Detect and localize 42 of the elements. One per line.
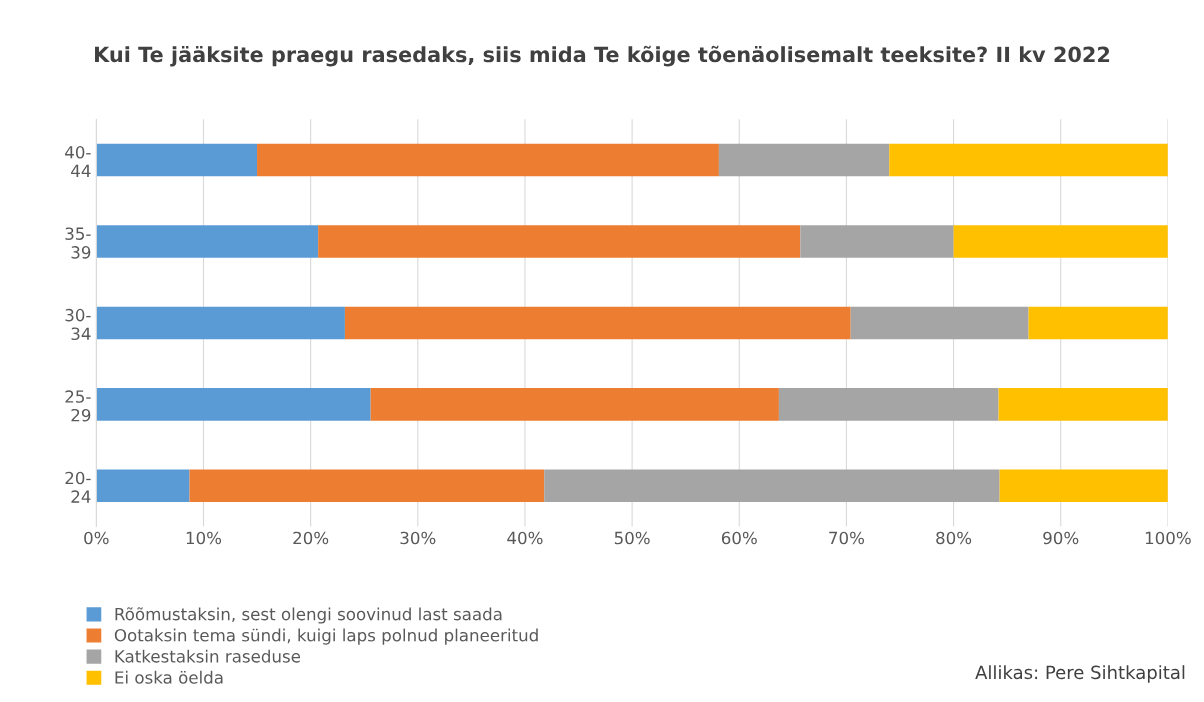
bar xyxy=(850,306,1029,340)
x-tick-label: 80% xyxy=(936,531,972,545)
bar xyxy=(1028,306,1168,340)
legend-label: Ei oska öelda xyxy=(115,670,223,684)
x-tick-label: 90% xyxy=(1043,531,1079,545)
bar xyxy=(998,388,1168,421)
y-tick-label: 25-29 xyxy=(65,390,91,422)
bar xyxy=(999,469,1168,503)
x-tick-label: 20% xyxy=(293,531,329,545)
bar xyxy=(96,143,258,177)
bar xyxy=(544,469,1000,503)
bar xyxy=(96,388,371,421)
x-tick-label: 10% xyxy=(186,531,222,545)
bar xyxy=(96,306,345,340)
bar xyxy=(718,143,890,177)
bar xyxy=(953,225,1168,258)
text: Allikas: Pere Sihtkapital xyxy=(975,665,1185,683)
x-tick-label: 50% xyxy=(614,531,650,545)
bar xyxy=(189,469,545,503)
bar xyxy=(96,469,190,503)
bar xyxy=(889,143,1168,177)
bar xyxy=(96,225,319,258)
x-tick-label: 40% xyxy=(507,531,543,545)
x-tick-label: 70% xyxy=(829,531,865,545)
legend-label: Rõõmustaksin, sest olengi soovinud last saada xyxy=(115,607,502,624)
chart-title: Kui Te jääksite praegu rasedaks, siis mida Te kõige tõenäolisemalt teeksite? II kv 2022 xyxy=(95,45,1110,67)
y-tick-label: 30-34 xyxy=(65,308,91,341)
x-tick-label: 100% xyxy=(1145,531,1191,545)
legend-label: Ootaksin tema sündi, kuigi laps polnud planeeritud xyxy=(114,628,538,645)
y-tick-label: 35-39 xyxy=(65,227,91,259)
bar xyxy=(344,306,851,340)
x-tick-label: 60% xyxy=(721,531,757,545)
bar xyxy=(318,225,801,258)
x-tick-label: 0% xyxy=(84,531,109,545)
bar xyxy=(800,225,954,258)
legend-label: Katkestaksin raseduse xyxy=(115,649,301,663)
bar xyxy=(778,388,999,421)
bar xyxy=(370,388,779,421)
y-tick-label: 40-44 xyxy=(65,145,91,177)
bar xyxy=(257,143,719,177)
x-tick-label: 30% xyxy=(400,531,436,545)
y-tick-label: 20-24 xyxy=(65,471,91,503)
